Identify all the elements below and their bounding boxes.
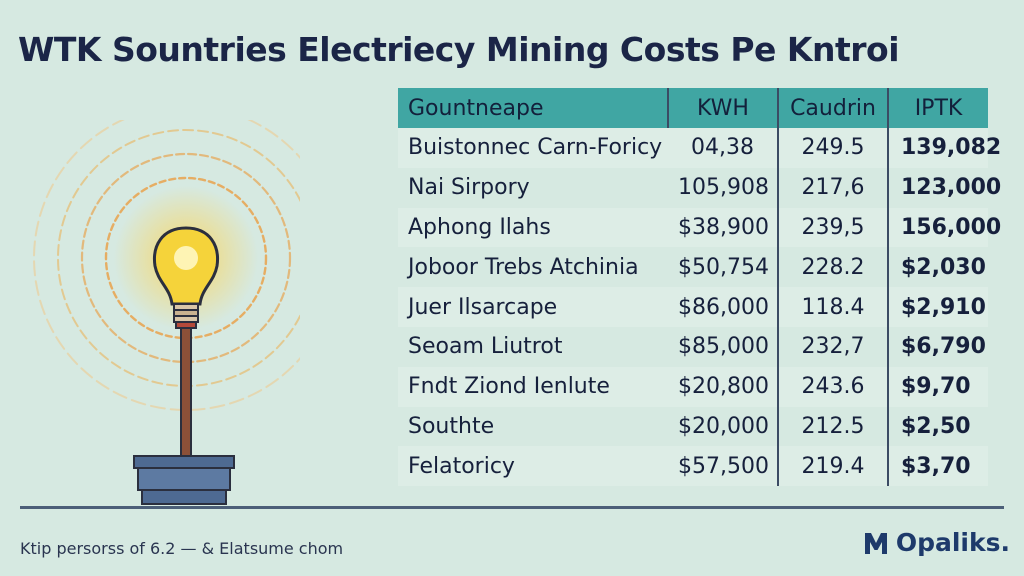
table-cell: 139,082 xyxy=(888,128,1001,168)
table-cell: $2,910 xyxy=(888,287,988,327)
column-header: KWH xyxy=(668,88,779,128)
table-cell: 105,908 xyxy=(668,167,779,208)
table-cell: Felatoricy xyxy=(398,446,668,487)
table-cell: 156,000 xyxy=(888,207,1001,248)
table-cell: 228.2 xyxy=(778,247,889,288)
table-cell: $85,000 xyxy=(668,326,779,367)
table-cell: Seoam Liutrot xyxy=(408,334,563,360)
table-cell: 243.6 xyxy=(778,366,889,407)
table-cell: Joboor Trebs Atchinia xyxy=(408,254,639,280)
table-cell: 212.5 xyxy=(778,406,889,447)
table-cell: 217,6 xyxy=(778,167,889,208)
table-cell: $20,800 xyxy=(668,366,779,407)
table-cell: 232,7 xyxy=(778,326,889,367)
m-logo-icon xyxy=(862,529,890,557)
table-cell: $3,70 xyxy=(888,446,988,487)
column-header: IPTK xyxy=(888,88,988,128)
table-header-row: Gountneape KWH Caudrin IPTK xyxy=(398,88,988,128)
column-header: Gountneape xyxy=(398,88,669,128)
mining-costs-table: Gountneape KWH Caudrin IPTK Buistonnec C… xyxy=(398,88,1002,487)
table-row: Fndt Ziond Ienlute $20,800 243.6 $9,70 xyxy=(398,366,988,407)
table-row: Buistonnec Carn-Foricy 04,38 249.5 139,0… xyxy=(398,128,1001,168)
brand-logo: Opaliks. xyxy=(862,528,1010,557)
table-row: Joboor Trebs Atchinia $50,754 228.2 $2,0… xyxy=(398,247,988,288)
lightbulb-illustration xyxy=(0,120,300,520)
table-cell: 123,000 xyxy=(901,175,1002,201)
table-cell: 04,38 xyxy=(668,128,779,168)
table-row: Seoam Liutrot $85,000 232,7 $6,790 xyxy=(398,326,988,367)
column-header: Caudrin xyxy=(778,88,889,128)
table-cell: $6,790 xyxy=(901,334,986,360)
table-cell: $2,030 xyxy=(901,254,986,280)
table-cell: Fndt Ziond Ienlute xyxy=(398,366,668,407)
table-cell: $2,50 xyxy=(901,413,971,439)
table-cell: $20,000 xyxy=(668,406,779,447)
table-cell: $57,500 xyxy=(668,446,779,487)
table-cell: Southte xyxy=(408,413,495,439)
lightbulb-icon xyxy=(33,120,300,505)
table-cell: Buistonnec Carn-Foricy xyxy=(398,128,668,168)
table-cell: $50,754 xyxy=(668,247,779,288)
table-cell: Nai Sirpory xyxy=(408,175,530,201)
footnote: Ktip persorss of 6.2 — & Elatsume chom xyxy=(20,539,344,558)
table-cell: $9,70 xyxy=(888,366,988,407)
table-cell: $38,900 xyxy=(668,207,779,248)
table-cell: 118.4 xyxy=(778,287,889,327)
table-cell: 219.4 xyxy=(778,446,889,487)
table-cell: Juer Ilsarcape xyxy=(398,287,668,327)
table-row: Felatoricy $57,500 219.4 $3,70 xyxy=(398,446,988,487)
ground-line-divider xyxy=(20,506,1004,509)
table-cell: 249.5 xyxy=(778,128,889,168)
table-cell: 239,5 xyxy=(778,207,889,248)
table-cell: Aphong Ilahs xyxy=(398,207,668,248)
logo-text: Opaliks. xyxy=(895,528,1010,557)
table-row: Aphong Ilahs $38,900 239,5 156,000 xyxy=(398,207,1001,248)
table-row: Southte $20,000 212.5 $2,50 xyxy=(398,406,988,447)
table-row: Nai Sirpory 105,908 217,6 123,000 xyxy=(398,167,1002,208)
page-title: WTK Sountries Electriecy Mining Costs Pe… xyxy=(18,30,900,69)
table-row: Juer Ilsarcape $86,000 118.4 $2,910 xyxy=(398,287,988,327)
table-cell: $86,000 xyxy=(668,287,779,327)
